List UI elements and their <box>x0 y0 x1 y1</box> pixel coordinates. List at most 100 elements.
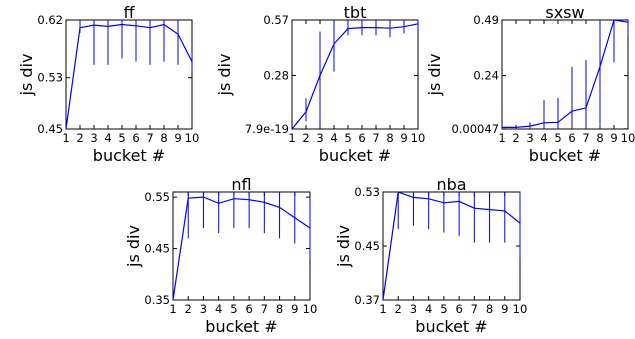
x-tick-label: 1 <box>498 131 505 145</box>
data-point <box>613 19 615 21</box>
y-tick-label: 0.24 <box>473 69 499 83</box>
data-point <box>361 27 363 29</box>
y-tick-label: 7.9e-19 <box>245 122 289 136</box>
series-0 <box>501 19 629 129</box>
x-tick-label: 10 <box>303 302 318 316</box>
data-point <box>149 27 151 29</box>
series-line <box>65 23 193 130</box>
x-tick-label: 1 <box>288 131 295 145</box>
x-tick-label: 6 <box>568 131 575 145</box>
x-tick-label: 4 <box>330 131 337 145</box>
x-tick-label: 8 <box>386 131 393 145</box>
data-point <box>135 25 137 27</box>
y-tick-label: 0.53 <box>37 71 63 85</box>
data-point <box>248 199 250 201</box>
subplot-1: 1 2 3 4 5 6 7 8 9 10 7.9e-19 0.28 0.57 tbt bucket # js … <box>215 3 425 165</box>
y-axis-label: js div <box>124 225 143 268</box>
x-tick-label: 4 <box>540 131 547 145</box>
data-point <box>278 206 281 209</box>
data-point <box>599 66 601 68</box>
x-tick-label: 10 <box>621 131 635 145</box>
x-tick-label: 6 <box>455 302 462 316</box>
data-point <box>501 126 503 129</box>
x-axis-label: bucket # <box>93 146 165 165</box>
data-point <box>294 217 296 219</box>
x-tick-label: 9 <box>291 302 298 316</box>
data-point <box>177 33 179 35</box>
x-tick-label: 5 <box>344 131 351 145</box>
data-point <box>202 196 205 198</box>
data-point <box>65 128 67 130</box>
data-point <box>389 27 391 29</box>
plot-frame <box>382 191 521 301</box>
data-point <box>443 202 445 204</box>
x-tick-label: 9 <box>400 131 407 145</box>
x-tick-label: 2 <box>395 302 402 316</box>
series-0 <box>382 191 521 301</box>
x-tick-label: 3 <box>526 131 533 145</box>
data-point <box>417 23 419 25</box>
data-point <box>543 122 545 124</box>
data-point <box>585 107 587 109</box>
chart-title: nba <box>436 175 466 194</box>
plot-frame <box>501 19 629 130</box>
y-axis-label: js div <box>215 54 234 97</box>
y-tick-label: 0.62 <box>37 13 63 27</box>
x-tick-label: 6 <box>245 302 252 316</box>
x-tick-label: 10 <box>513 302 528 316</box>
data-point <box>458 200 460 203</box>
x-axis-label: bucket # <box>319 146 391 165</box>
data-point <box>347 28 349 30</box>
x-tick-label: 9 <box>501 302 508 316</box>
data-point <box>218 202 220 204</box>
data-point <box>519 222 521 224</box>
data-point <box>309 227 311 229</box>
data-point <box>233 198 235 200</box>
subplot-4: 1 2 3 4 5 6 7 8 9 10 0.37 0.45 0.53 nba bucket # js div <box>334 175 527 336</box>
series-0 <box>291 20 419 130</box>
y-tick-label: 0.28 <box>263 68 289 82</box>
chart-title: sxsw <box>545 3 584 22</box>
data-point <box>557 121 559 123</box>
x-tick-label: 4 <box>215 302 222 316</box>
series-line <box>502 19 629 128</box>
chart-title: tbt <box>344 3 367 22</box>
x-tick-label: 1 <box>169 302 176 316</box>
x-tick-label: 1 <box>62 131 69 145</box>
x-tick-label: 2 <box>185 302 192 316</box>
x-tick-label: 4 <box>425 302 432 316</box>
data-point <box>107 25 109 28</box>
x-tick-label: 9 <box>610 131 617 145</box>
y-tick-label: 0.53 <box>354 185 380 199</box>
plot-frame <box>291 19 419 130</box>
x-tick-label: 3 <box>200 302 207 316</box>
y-tick-label: 0.45 <box>354 239 380 253</box>
y-axis-label: js div <box>334 225 353 268</box>
chart-title: ff <box>123 3 135 22</box>
data-point <box>504 210 506 212</box>
y-axis-label: js div <box>425 54 444 97</box>
x-tick-label: 10 <box>411 131 426 145</box>
x-tick-label: 8 <box>160 131 167 145</box>
data-point <box>375 27 377 29</box>
x-tick-label: 8 <box>596 131 603 145</box>
x-axis-label: bucket # <box>529 146 601 165</box>
plot-frame <box>65 19 193 130</box>
x-tick-label: 5 <box>118 131 125 145</box>
x-tick-label: 3 <box>316 131 323 145</box>
data-point <box>263 201 265 203</box>
plot-frame <box>172 191 311 301</box>
series-line <box>382 191 521 301</box>
subplot-2: 1 2 3 4 5 6 7 8 9 10 0.00047 0.24 0.49 sxsw bucket # js… <box>425 3 635 165</box>
x-tick-label: 2 <box>76 131 83 145</box>
data-point <box>319 74 321 77</box>
y-axis-label: js div <box>17 54 36 97</box>
x-tick-label: 8 <box>276 302 283 316</box>
data-point <box>488 208 491 211</box>
data-point <box>163 23 165 26</box>
x-tick-label: 3 <box>410 302 417 316</box>
data-point <box>191 61 193 63</box>
data-point <box>473 207 475 209</box>
data-point <box>187 197 189 199</box>
y-tick-label: 0.35 <box>144 293 170 307</box>
